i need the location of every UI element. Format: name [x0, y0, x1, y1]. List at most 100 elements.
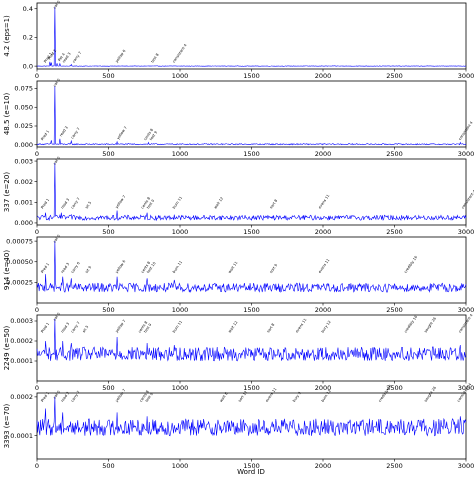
x-tick-label: 3000 — [458, 72, 474, 80]
y-tick-label: 0.000 — [14, 141, 33, 149]
peak-annotation: sit 5 — [82, 325, 90, 334]
plot-frame — [36, 236, 467, 304]
peak-annotation: yellow 7 — [115, 319, 127, 334]
y-tick-label: 0.0002 — [10, 337, 33, 345]
x-tick-label: 1500 — [243, 150, 260, 158]
peak-annotation: cat 0 — [53, 155, 62, 165]
x-tick-label: 0 — [35, 150, 39, 158]
peak-annotation: bury 9 — [292, 390, 302, 402]
peak-annotation: yellow 7 — [115, 388, 127, 403]
y-axis-label: 914 (e=40) — [3, 250, 11, 290]
peak-annotation: yellow 7 — [116, 126, 128, 141]
x-tick-label: 500 — [102, 384, 114, 392]
x-tick-label: 1500 — [243, 306, 260, 314]
x-tick-label: 1000 — [172, 462, 189, 470]
data-series-line — [36, 163, 467, 222]
x-tick-label: 1000 — [172, 228, 189, 236]
y-axis-label: 3393 (e=70) — [3, 403, 11, 448]
panels: 0 500 1000 1500 2000 2500 3000 0.0 0.2 0.4 4.2 (ep… — [3, 0, 474, 470]
y-tick-label: 0.4 — [23, 5, 33, 13]
subplot-6: 0 500 1000 1500 2000 2500 3000 0.0001 0.0002 3393… — [3, 382, 474, 470]
peak-annotation: sit 5 — [85, 201, 93, 210]
peak-annotation: read 3 — [59, 126, 69, 138]
x-tick-label: 1000 — [172, 150, 189, 158]
y-axis-label: 48.5 (e=10) — [3, 93, 11, 136]
peak-annotation: cat 0 — [53, 233, 62, 243]
x-tick-label: 1000 — [172, 306, 189, 314]
x-tick-label: 2000 — [315, 384, 332, 392]
plot-frame — [36, 2, 467, 70]
y-tick-label: 0.000 — [14, 219, 33, 227]
peak-annotation: carry 7 — [70, 321, 81, 334]
peak-annotation: read 3 — [60, 262, 70, 274]
peak-annotation: sort 12 — [238, 390, 249, 403]
peak-annotation: read 3 — [60, 322, 70, 334]
x-tick-label: 2500 — [386, 228, 403, 236]
peak-annotation: cat 0 — [53, 77, 62, 87]
peak-annotation: burn 11 — [172, 260, 183, 274]
x-tick-label: 0 — [35, 228, 39, 236]
y-tick-label: 0.0001 — [10, 432, 33, 440]
x-tick-label: 2000 — [315, 228, 332, 236]
peak-annotation: Pred 1 — [40, 262, 50, 274]
x-tick-label: 2000 — [315, 72, 332, 80]
peak-annotation: wait 11 — [228, 261, 239, 274]
x-tick-label: 1500 — [243, 462, 260, 470]
x-tick-label: 500 — [102, 462, 114, 470]
y-tick-label: 0.0002 — [10, 393, 33, 401]
y-tick-label: 0.2 — [23, 34, 33, 42]
peak-annotation: test 9 — [146, 198, 156, 209]
x-tick-label: 1500 — [243, 384, 260, 392]
x-tick-label: 500 — [102, 228, 114, 236]
data-series-line — [36, 7, 467, 67]
peak-annotation: test 9 — [145, 391, 155, 402]
peak-annotation: carry 7 — [72, 51, 83, 64]
plot-frame — [36, 80, 467, 148]
y-tick-label: 0.050 — [14, 103, 33, 111]
x-axis-label: Word ID — [237, 468, 265, 476]
peak-annotation: Pred 1 — [40, 198, 50, 210]
subplot-2: 0 500 1000 1500 2000 2500 3000 0.000 0.025 0.050 0… — [3, 77, 474, 158]
y-tick-label: 0.0003 — [10, 317, 33, 325]
peak-annotation: Pet 4 — [57, 52, 66, 62]
x-tick-label: 1000 — [172, 72, 189, 80]
subplot-4: 0 500 1000 1500 2000 2500 3000 0.00025 0.00050 0.… — [3, 233, 474, 314]
x-tick-label: 2500 — [386, 462, 403, 470]
x-tick-label: 2000 — [315, 306, 332, 314]
peak-annotation: cents 8 — [140, 260, 151, 274]
x-tick-label: 3000 — [458, 228, 474, 236]
x-tick-label: 1000 — [172, 384, 189, 392]
x-tick-label: 500 — [102, 150, 114, 158]
x-tick-label: 2500 — [386, 72, 403, 80]
peak-annotation: cents 8 — [138, 320, 149, 334]
x-tick-label: 500 — [102, 72, 114, 80]
x-tick-label: 0 — [35, 462, 39, 470]
x-tick-label: 3000 — [458, 384, 474, 392]
peak-annotation: Pred 1 — [40, 322, 50, 334]
x-tick-label: 1500 — [243, 72, 260, 80]
peak-annotation: burn 11 — [172, 320, 183, 334]
peak-annotation: read 3 — [62, 52, 72, 64]
peak-annotation: carry 7 — [70, 127, 81, 140]
peak-annotation: carry 6 — [70, 261, 81, 274]
x-tick-label: 2500 — [386, 384, 403, 392]
data-series-line — [36, 396, 467, 437]
y-axis-label: 337 (e=20) — [3, 172, 11, 212]
y-tick-label: 0.0001 — [10, 357, 33, 365]
peak-annotation: Pred 1 — [40, 391, 50, 403]
x-tick-label: 2500 — [386, 306, 403, 314]
peak-annotation: cat 0 — [53, 0, 62, 10]
y-tick-label: 0.0 — [23, 62, 33, 70]
peak-annotation: Pred 1 — [40, 129, 50, 141]
peak-annotation: burn 11 — [172, 196, 183, 210]
peak-annotation: cents 8 — [139, 389, 150, 403]
x-tick-label: 2500 — [386, 150, 403, 158]
peak-annotation: Pred 2 — [47, 49, 57, 61]
peak-annotation: test 9 — [143, 322, 153, 333]
x-tick-label: 1500 — [243, 228, 260, 236]
data-series-line — [36, 86, 467, 146]
data-series-line — [36, 318, 467, 362]
peak-annotation: sort 9 — [269, 263, 279, 274]
peak-annotation: burn 12 — [321, 389, 332, 403]
